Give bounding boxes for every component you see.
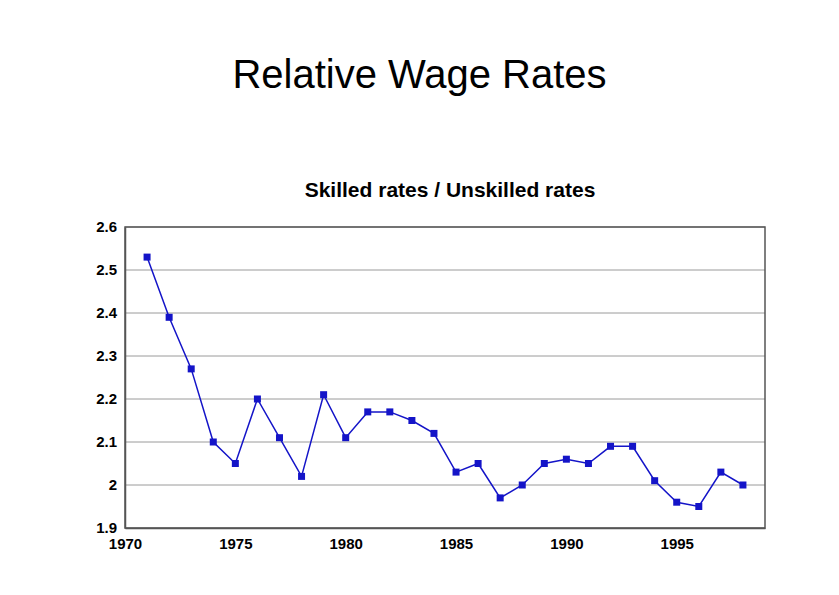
marker [519, 482, 526, 489]
y-tick: 2 [109, 476, 125, 493]
x-axis-line [126, 528, 766, 530]
x-axis: 1970 1975 1980 1985 1990 1995 [109, 528, 766, 552]
marker [232, 460, 239, 467]
grid-line [125, 313, 765, 314]
y-axis: 1.922.12.22.32.42.52.6 [96, 218, 125, 536]
marker [364, 408, 371, 415]
y-tick: 2.6 [96, 218, 125, 235]
marker [276, 434, 283, 441]
marker [695, 503, 702, 510]
grid-line [125, 485, 765, 486]
y-tick: 2.3 [96, 347, 125, 364]
x-tick-label: 1990 [550, 535, 583, 552]
marker [254, 396, 261, 403]
marker [585, 460, 592, 467]
y-tick: 2.5 [96, 261, 125, 278]
plot-frame [125, 227, 765, 528]
grid-line [125, 356, 765, 357]
x-tick-label: 1985 [440, 535, 473, 552]
marker [475, 460, 482, 467]
marker [386, 408, 393, 415]
x-tick: 1985 [440, 528, 473, 552]
chart: Relative Wage Rates Skilled rates / Unski… [0, 0, 839, 595]
y-tick: 2.1 [96, 433, 125, 450]
y-tick-label: 2.2 [96, 390, 117, 407]
x-tick: 1980 [330, 528, 363, 552]
marker [563, 456, 570, 463]
plot-area [144, 254, 747, 510]
y-tick-label: 2.6 [96, 218, 117, 235]
x-tick-label: 1995 [661, 535, 694, 552]
y-tick-label: 2.4 [96, 304, 118, 321]
marker [188, 365, 195, 372]
series-line [147, 257, 743, 506]
marker [541, 460, 548, 467]
grid-line [125, 270, 765, 271]
grid-line [125, 399, 765, 400]
grid [125, 227, 765, 528]
marker [210, 439, 217, 446]
x-tick: 1995 [661, 528, 694, 552]
marker [629, 443, 636, 450]
x-tick: 1970 [109, 528, 142, 552]
marker [607, 443, 614, 450]
y-tick: 2.2 [96, 390, 125, 407]
marker [320, 391, 327, 398]
x-tick-label: 1980 [330, 535, 363, 552]
marker [651, 477, 658, 484]
marker [453, 469, 460, 476]
marker [144, 254, 151, 261]
marker [342, 434, 349, 441]
y-tick-label: 2 [109, 476, 117, 493]
y-tick-label: 2.5 [96, 261, 117, 278]
marker [430, 430, 437, 437]
y-axis-line [125, 228, 127, 529]
y-tick: 2.4 [96, 304, 125, 321]
x-tick: 1990 [550, 528, 583, 552]
x-tick-label: 1975 [219, 535, 252, 552]
marker [408, 417, 415, 424]
marker [739, 482, 746, 489]
marker [673, 499, 680, 506]
marker [497, 494, 504, 501]
grid-line [125, 442, 765, 443]
subtitle: Skilled rates / Unskilled rates [305, 178, 596, 201]
y-tick-label: 2.1 [96, 433, 117, 450]
title: Relative Wage Rates [232, 52, 606, 96]
x-tick-label: 1970 [109, 535, 142, 552]
marker [298, 473, 305, 480]
x-tick: 1975 [219, 528, 252, 552]
marker [166, 314, 173, 321]
y-tick-label: 2.3 [96, 347, 117, 364]
marker [717, 469, 724, 476]
